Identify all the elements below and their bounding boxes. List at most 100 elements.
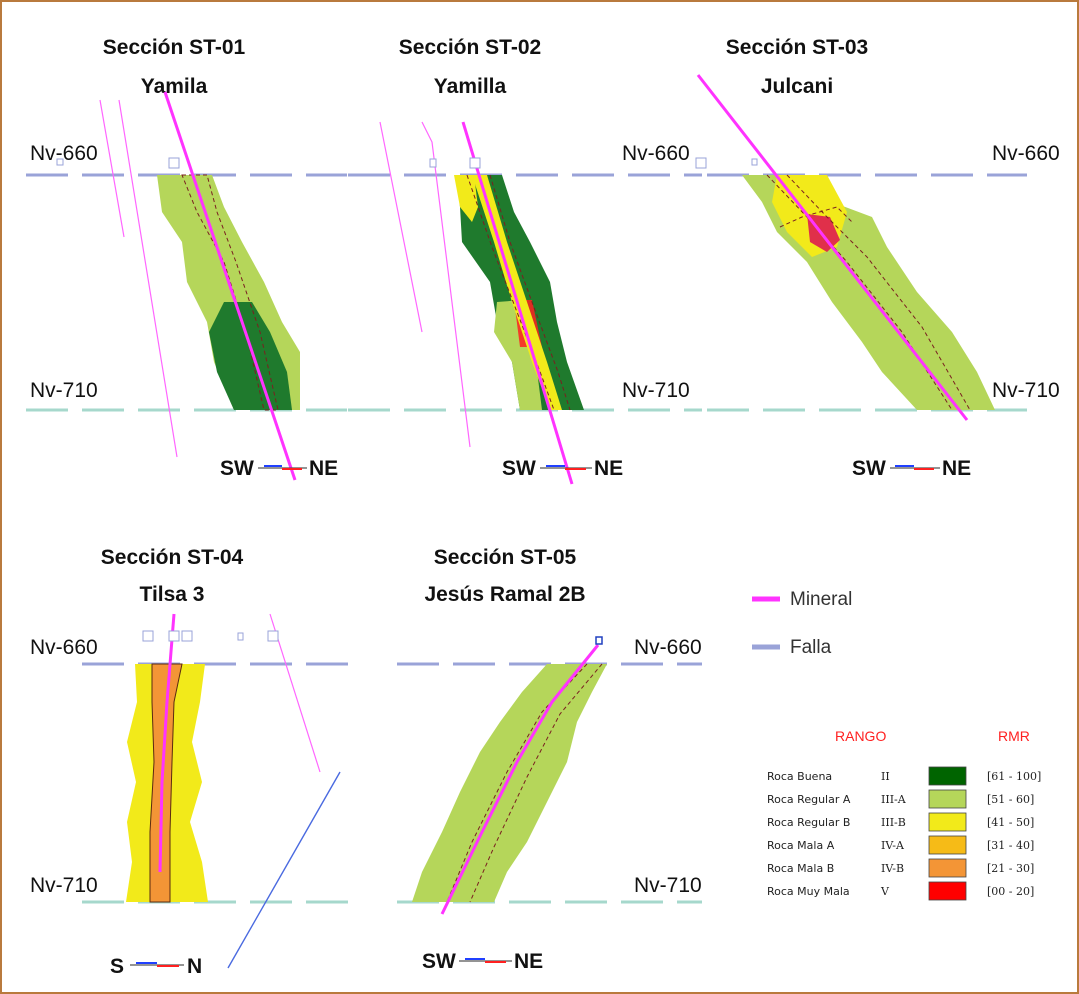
legend-rango-header: RANGO	[835, 728, 886, 744]
section-name: Yamilla	[434, 75, 507, 98]
marker-square	[237, 632, 244, 641]
zone-regular-b	[454, 175, 478, 222]
marker-square	[142, 630, 154, 642]
section-st-05: Sección ST-05 Jesús Ramal 2B Nv-660 Nv-7…	[397, 546, 702, 973]
legend-row: Roca Muy Mala V [00 - 20]	[767, 881, 1034, 901]
marker-square	[429, 158, 437, 168]
legend-row-code: IV-A	[881, 839, 905, 852]
marker-square	[168, 157, 180, 169]
legend-row-name: Roca Regular A	[767, 793, 851, 806]
marker-square	[168, 630, 180, 642]
legend-row-rmr: [41 - 50]	[987, 816, 1034, 829]
legend-row-code: III-B	[881, 816, 906, 829]
legend-rmr-header: RMR	[998, 728, 1030, 744]
level-bottom-label: Nv-710	[992, 379, 1060, 402]
legend-row-name: Roca Muy Mala	[767, 885, 850, 898]
legend: Mineral Falla RANGO RMR Roca Buena II [61 …	[752, 589, 1041, 901]
section-name: Julcani	[761, 75, 833, 98]
mineral-vein	[158, 613, 176, 873]
mineral-vein	[461, 121, 574, 485]
direction-left: SW	[502, 457, 536, 480]
section-name: Tilsa 3	[140, 583, 205, 606]
marker-square	[595, 636, 603, 645]
fault-trace	[118, 99, 178, 458]
zone-regular-a	[494, 300, 542, 410]
level-top-label: Nv-660	[622, 142, 690, 165]
legend-color-swatch	[928, 858, 967, 878]
level-bottom-label: Nv-710	[30, 379, 98, 402]
legend-color-swatch	[928, 835, 967, 855]
legend-row-code: V	[880, 885, 890, 898]
section-title: Sección ST-04	[101, 546, 244, 569]
section-title: Sección ST-05	[434, 546, 577, 569]
section-st-03: Sección ST-03 Julcani Nv-660 Nv-710 SW N…	[695, 36, 1060, 480]
zone-buena	[209, 302, 292, 410]
zone-regular-a	[412, 664, 607, 902]
legend-row-name: Roca Buena	[767, 770, 832, 783]
legend-color-swatch	[928, 789, 967, 809]
dashed-contour	[489, 174, 571, 411]
direction-left: SW	[220, 457, 254, 480]
legend-row-rmr: [61 - 100]	[987, 770, 1041, 783]
section-st-04: Sección ST-04 Tilsa 3 Nv-660 Nv-710 S N	[30, 546, 362, 978]
level-top-label: Nv-660	[634, 636, 702, 659]
dashed-contour	[466, 174, 555, 411]
marker-square	[56, 158, 64, 166]
legend-row-rmr: [00 - 20]	[987, 885, 1034, 898]
direction-right: NE	[309, 457, 338, 480]
marker-square	[181, 630, 193, 642]
legend-row-rmr: [51 - 60]	[987, 793, 1034, 806]
legend-row-rmr: [31 - 40]	[987, 839, 1034, 852]
level-bottom-label: Nv-710	[622, 379, 690, 402]
direction-left: S	[110, 955, 124, 978]
marker-square	[469, 157, 481, 169]
legend-row: Roca Regular B III-B [41 - 50]	[767, 812, 1034, 832]
fault-trace	[379, 121, 423, 333]
marker-square	[695, 157, 707, 169]
direction-right: NE	[514, 950, 543, 973]
legend-color-swatch	[928, 881, 967, 901]
mineral-vein	[696, 74, 969, 421]
level-top-label: Nv-660	[992, 142, 1060, 165]
direction-right: NE	[942, 457, 971, 480]
legend-row: Roca Regular A III-A [51 - 60]	[767, 789, 1034, 809]
section-name: Yamila	[141, 75, 208, 98]
fault-trace	[99, 99, 125, 238]
legend-row-code: IV-B	[881, 862, 904, 875]
level-top-label: Nv-660	[30, 142, 98, 165]
zone-regular-b	[472, 175, 562, 410]
section-title: Sección ST-02	[399, 36, 541, 59]
mineral-vein	[440, 644, 600, 915]
marker-square	[267, 630, 279, 642]
zone-mala-b	[149, 663, 183, 903]
legend-row: Roca Mala B IV-B [21 - 30]	[767, 858, 1034, 878]
mineral-legend-label: Mineral	[790, 589, 852, 610]
legend-row: Roca Mala A IV-A [31 - 40]	[767, 835, 1034, 855]
legend-rows: Roca Buena II [61 - 100] Roca Regular A III-…	[767, 766, 1041, 901]
legend-row-name: Roca Regular B	[767, 816, 850, 829]
legend-row: Roca Buena II [61 - 100]	[767, 766, 1041, 786]
direction-left: SW	[852, 457, 886, 480]
legend-color-swatch	[928, 766, 967, 786]
direction-right: N	[187, 955, 202, 978]
marker-square	[751, 158, 758, 166]
section-st-02: Sección ST-02 Yamilla Nv-660 Nv-710 SW N…	[348, 36, 702, 485]
fault-trace	[227, 771, 341, 969]
section-st-01: Sección ST-01 Yamila Nv-660 Nv-710 SW NE	[26, 36, 347, 481]
direction-left: SW	[422, 950, 456, 973]
legend-row-name: Roca Mala A	[767, 839, 835, 852]
dashed-contour	[786, 174, 971, 411]
level-top-label: Nv-660	[30, 636, 98, 659]
dashed-contour	[779, 206, 853, 228]
level-bottom-label: Nv-710	[30, 874, 98, 897]
legend-row-rmr: [21 - 30]	[987, 862, 1034, 875]
legend-row-code: II	[881, 770, 890, 783]
legend-row-name: Roca Mala B	[767, 862, 834, 875]
section-name: Jesús Ramal 2B	[424, 583, 585, 606]
direction-right: NE	[594, 457, 623, 480]
legend-color-swatch	[928, 812, 967, 832]
section-title: Sección ST-03	[726, 36, 868, 59]
mineral-vein	[163, 91, 297, 481]
